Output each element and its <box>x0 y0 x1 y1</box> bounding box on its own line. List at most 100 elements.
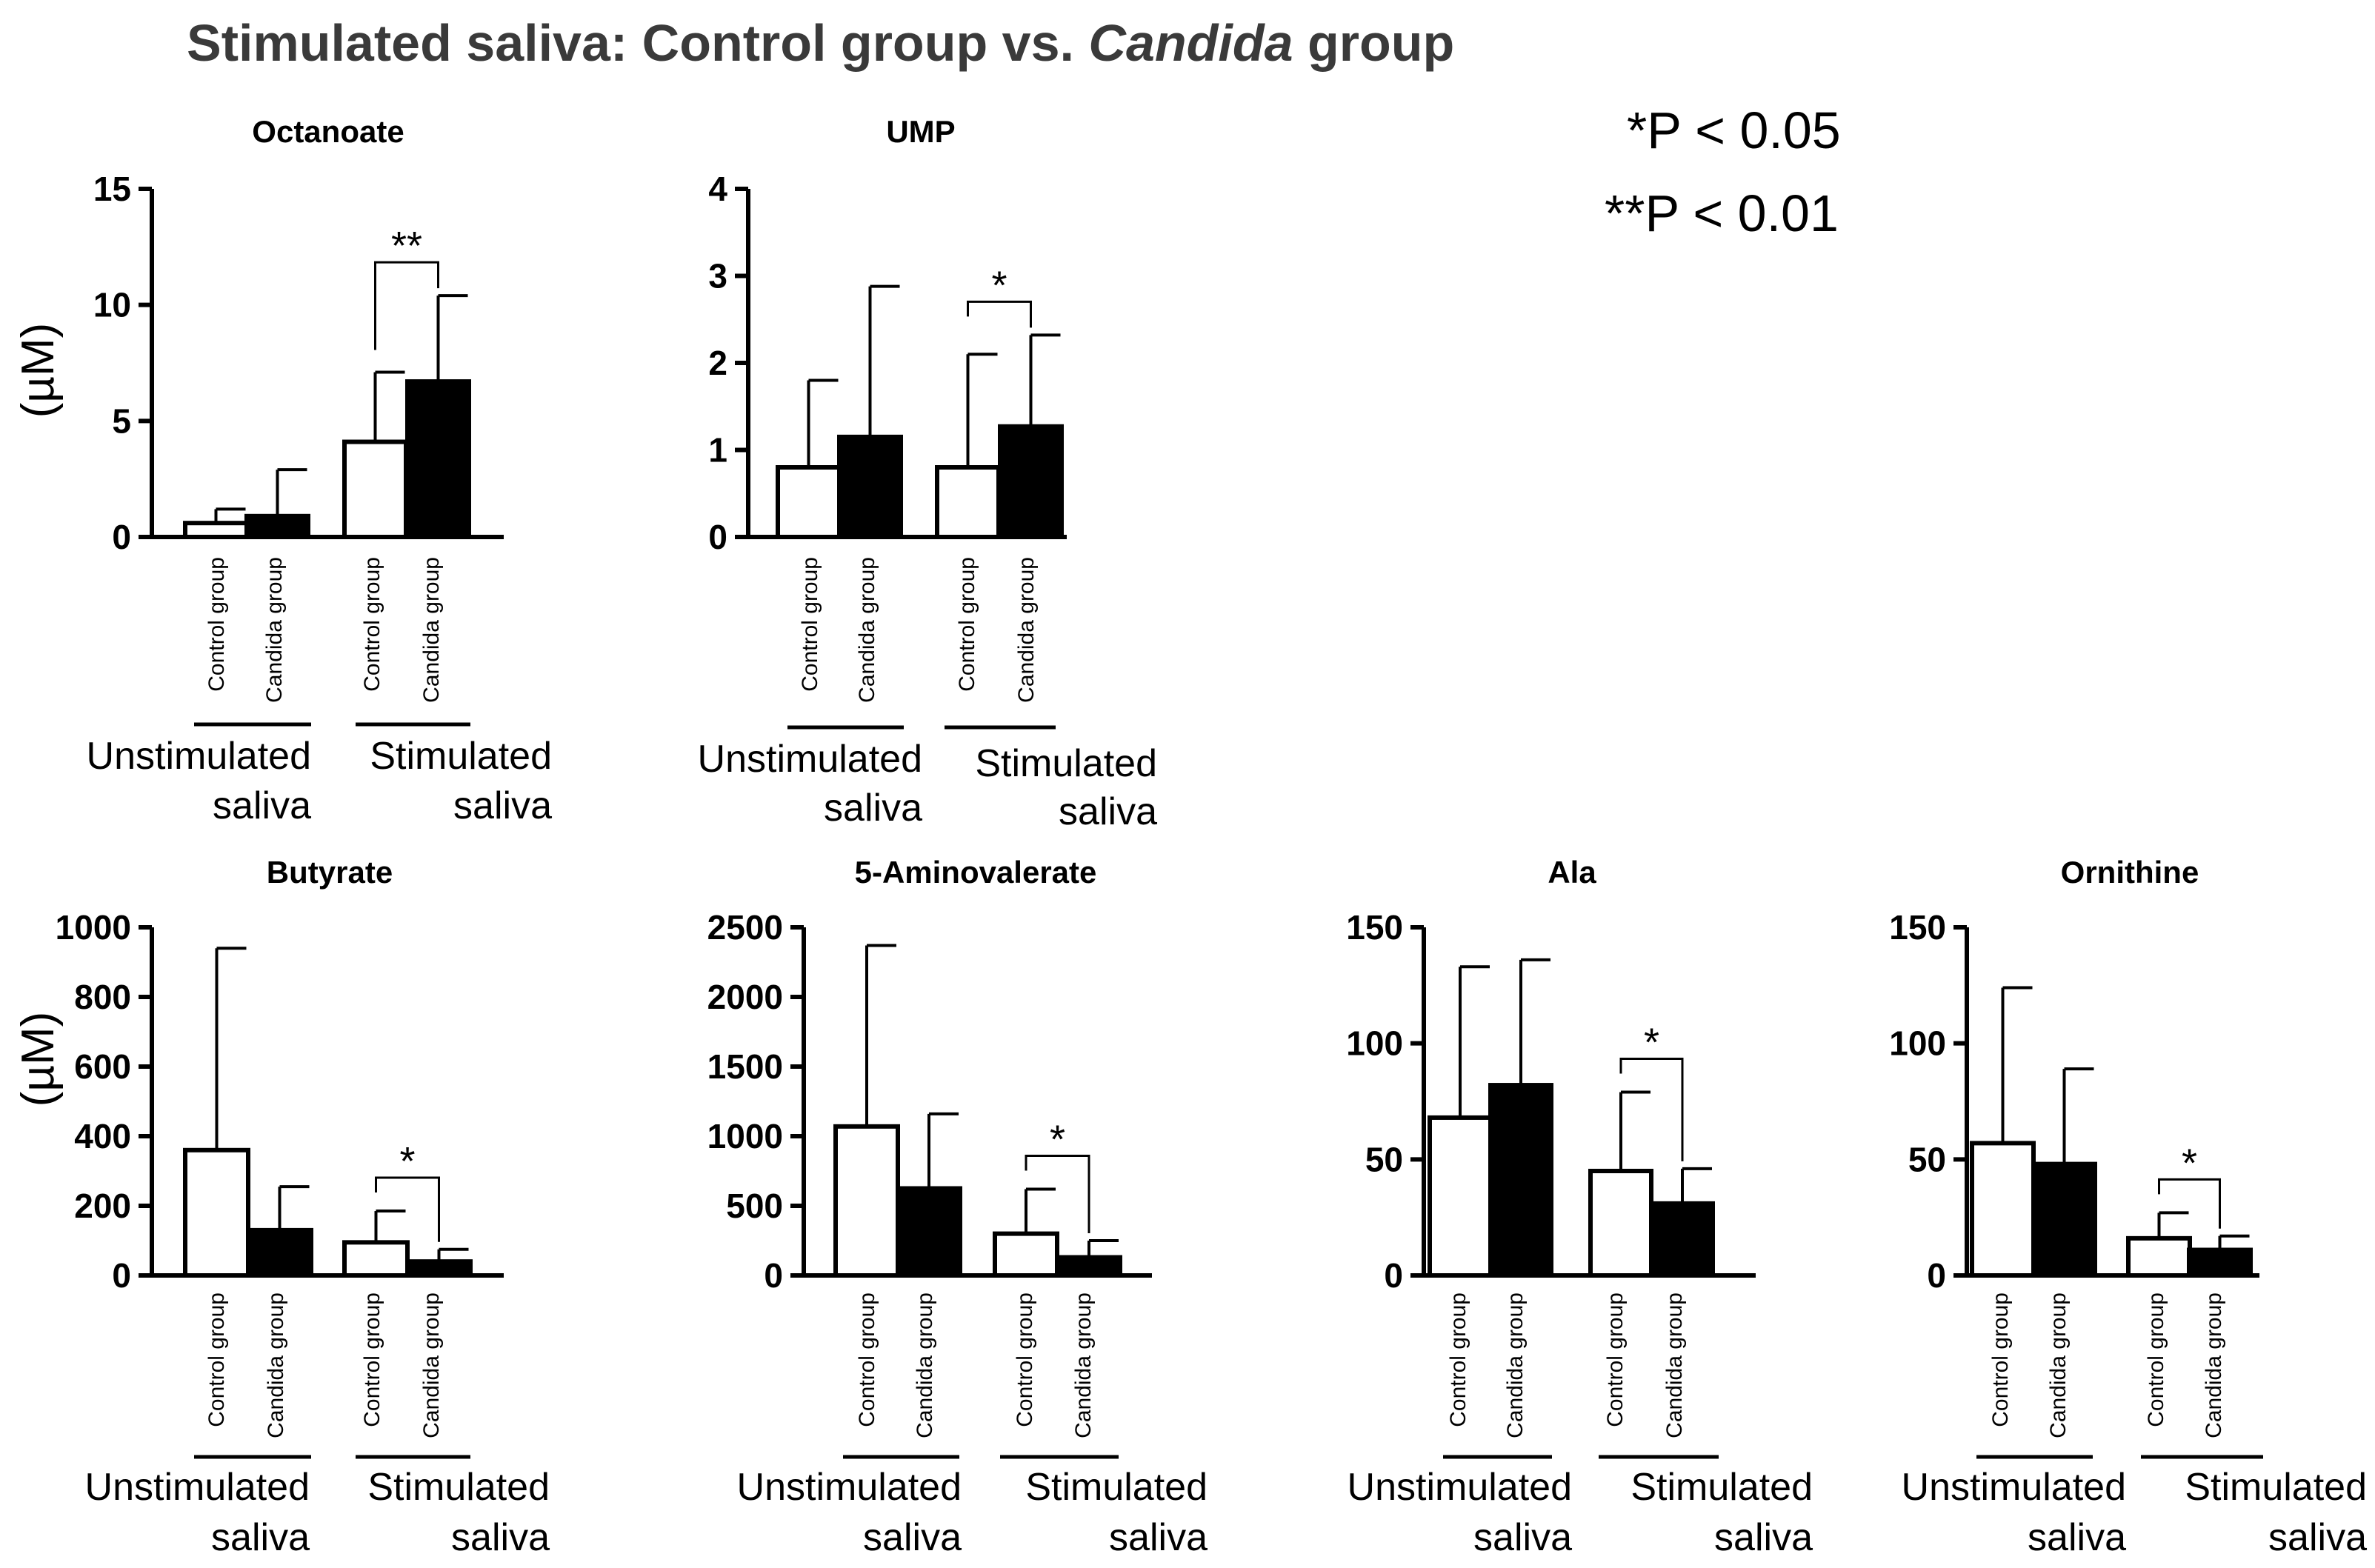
octanoate-title: Octanoate <box>252 114 404 149</box>
ala-control-unstimulated-bar <box>1428 1115 1493 1278</box>
ump-category-label: Control group <box>798 557 822 692</box>
octanoate-control-stimulated-bar <box>342 439 408 539</box>
ump-y-tick-label: 1 <box>708 431 727 470</box>
5-aminovalerate-group-label: saliva <box>863 1516 962 1559</box>
octanoate-y-tick-label: 15 <box>93 170 131 208</box>
ump-candida-stimulated-bar <box>998 424 1064 540</box>
butyrate-group-label: saliva <box>211 1516 310 1559</box>
ump-category-label: Control group <box>955 557 979 692</box>
ump-candida-unstimulated-bar <box>837 434 903 539</box>
ump-y-tick-label: 2 <box>708 344 727 382</box>
figure-title-italic: Candida <box>1088 14 1293 72</box>
5-aminovalerate-control-unstimulated-bar <box>833 1124 900 1278</box>
octanoate-category-label: Control group <box>204 557 229 692</box>
octanoate-category-label: Control group <box>360 557 384 692</box>
ornithine-title: Ornithine <box>2061 855 2199 890</box>
5-aminovalerate-significance-label: * <box>1050 1117 1065 1161</box>
ala-category-label: Control group <box>1446 1292 1470 1427</box>
ornithine-group-label: saliva <box>2268 1516 2367 1559</box>
5-aminovalerate-candida-stimulated-bar <box>1056 1255 1122 1278</box>
figure-title-prefix: Stimulated saliva: Control group vs. <box>187 14 1089 72</box>
butyrate-category-label: Candida group <box>264 1292 288 1438</box>
ornithine-y-tick-label: 0 <box>1927 1256 1946 1295</box>
ornithine-group-label: Stimulated <box>2185 1466 2367 1509</box>
5-aminovalerate-y-tick-label: 0 <box>764 1256 783 1295</box>
5-aminovalerate-category-label: Control group <box>1013 1292 1037 1427</box>
ump-y-tick-label: 0 <box>708 518 727 556</box>
ala-y-tick-label: 0 <box>1384 1256 1403 1295</box>
figure-title: Stimulated saliva: Control group vs. Can… <box>187 13 1454 73</box>
butyrate-title: Butyrate <box>267 855 393 890</box>
butyrate-category-label: Control group <box>204 1292 229 1427</box>
ornithine-group-label: saliva <box>2028 1516 2126 1559</box>
ornithine-control-unstimulated-bar <box>1970 1141 2036 1278</box>
butyrate-category-label: Candida group <box>419 1292 444 1438</box>
ala-significance-bracket <box>1619 1057 1684 1161</box>
significance-note-p01: **P < 0.01 <box>1605 184 1839 242</box>
ump-category-label: Candida group <box>1014 557 1039 703</box>
ala-category-label: Control group <box>1603 1292 1628 1427</box>
ornithine-significance-label: * <box>2182 1141 2197 1185</box>
5-aminovalerate-control-stimulated-bar <box>993 1231 1059 1278</box>
5-aminovalerate-category-label: Control group <box>855 1292 879 1427</box>
octanoate-y-tick-label: 0 <box>112 518 131 556</box>
figure-title-suffix: group <box>1293 14 1455 72</box>
5-aminovalerate-y-tick-label: 500 <box>726 1187 783 1225</box>
ala-y-tick-label: 100 <box>1346 1024 1403 1063</box>
butyrate-group-label: Stimulated <box>367 1466 550 1509</box>
butyrate-candida-stimulated-bar <box>405 1259 473 1278</box>
butyrate-y-tick-label: 400 <box>74 1117 131 1155</box>
ala-category-label: Candida group <box>1662 1292 1687 1438</box>
ornithine-candida-unstimulated-bar <box>2031 1161 2097 1278</box>
butyrate-y-tick-label: 200 <box>74 1187 131 1225</box>
ala-group-label: saliva <box>1714 1516 1813 1559</box>
ornithine-group-label: Unstimulated <box>1902 1466 2126 1509</box>
ump-control-stimulated-bar <box>935 465 1001 539</box>
ump-category-label: Candida group <box>855 557 879 703</box>
octanoate-significance-bracket <box>374 261 439 350</box>
octanoate-group-label: saliva <box>453 784 552 827</box>
5-aminovalerate-y-tick-label: 1000 <box>707 1117 783 1155</box>
butyrate-significance-bracket <box>375 1176 440 1242</box>
butyrate-y-tick-label: 600 <box>74 1047 131 1086</box>
ala-control-stimulated-bar <box>1588 1169 1653 1278</box>
ump-y-tick-label: 3 <box>708 257 727 296</box>
5-aminovalerate-y-tick-label: 1500 <box>707 1047 783 1086</box>
octanoate-candida-stimulated-bar <box>405 379 471 539</box>
5-aminovalerate-significance-bracket <box>1025 1154 1090 1233</box>
5-aminovalerate-group-label: Unstimulated <box>737 1466 962 1509</box>
butyrate-group-label: Unstimulated <box>85 1466 310 1509</box>
ump-group-label: Unstimulated <box>698 738 922 781</box>
ala-title: Ala <box>1548 855 1596 890</box>
butyrate-y-tick-label: 0 <box>112 1256 131 1295</box>
ump-control-unstimulated-bar <box>776 465 842 539</box>
butyrate-control-stimulated-bar <box>342 1240 410 1278</box>
ala-category-label: Candida group <box>1503 1292 1528 1438</box>
octanoate-group-label: Stimulated <box>370 735 552 778</box>
butyrate-group-label: saliva <box>451 1516 550 1559</box>
ala-group-label: saliva <box>1473 1516 1572 1559</box>
ump-group-label: saliva <box>824 787 922 830</box>
butyrate-y-tick-label: 1000 <box>56 908 131 947</box>
butyrate-control-unstimulated-bar <box>183 1147 250 1278</box>
ala-candida-stimulated-bar <box>1650 1201 1715 1278</box>
ump-group-label: saliva <box>1059 790 1157 833</box>
ump-group-label: Stimulated <box>975 742 1157 785</box>
ornithine-category-label: Candida group <box>2046 1292 2071 1438</box>
ornithine-category-label: Candida group <box>2202 1292 2226 1438</box>
ornithine-control-stimulated-bar <box>2126 1235 2192 1278</box>
octanoate-group-label: saliva <box>213 784 311 827</box>
ornithine-y-tick-label: 150 <box>1889 908 1946 947</box>
significance-note-p05: *P < 0.05 <box>1627 101 1841 159</box>
ornithine-y-tick-label: 100 <box>1889 1024 1946 1063</box>
ump-y-tick-label: 4 <box>708 170 727 208</box>
butyrate-y-tick-label: 800 <box>74 978 131 1016</box>
ornithine-significance-bracket <box>2158 1178 2221 1229</box>
5-aminovalerate-category-label: Candida group <box>1071 1292 1096 1438</box>
ump-title: UMP <box>886 114 955 149</box>
ala-group-label: Unstimulated <box>1348 1466 1572 1509</box>
ala-y-tick-label: 150 <box>1346 908 1403 947</box>
5-aminovalerate-candida-unstimulated-bar <box>896 1186 962 1278</box>
ornithine-candida-stimulated-bar <box>2187 1247 2253 1278</box>
ala-y-tick-label: 50 <box>1365 1140 1403 1178</box>
